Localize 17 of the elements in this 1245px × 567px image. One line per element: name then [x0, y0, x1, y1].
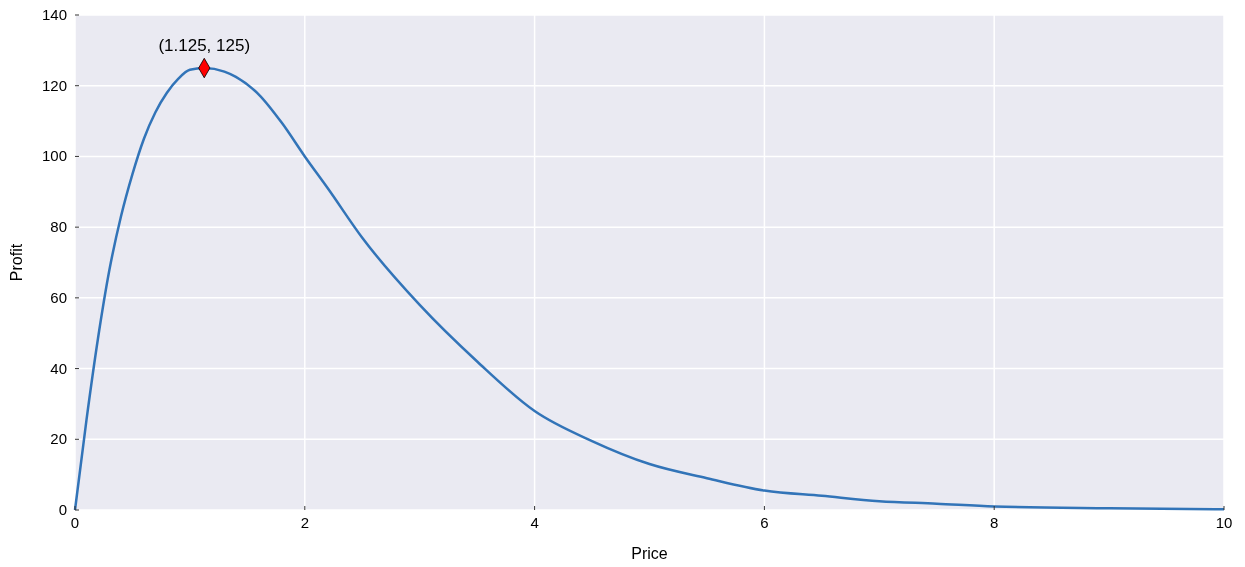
y-tick-label: 60: [50, 288, 67, 306]
y-tick-label: 140: [41, 6, 67, 23]
y-tick-label: 20: [50, 430, 67, 448]
x-tick-label: 4: [530, 514, 539, 531]
x-tick-label: 10: [1215, 514, 1233, 531]
x-tick-label: 6: [760, 514, 769, 531]
y-axis-title: Profit: [8, 243, 25, 282]
x-axis-title: Price: [631, 545, 668, 562]
x-tick-label: 8: [990, 514, 999, 531]
annotation: (1.125, 125): [158, 36, 251, 56]
x-tick-label: 0: [70, 514, 80, 531]
y-tick-label: 40: [50, 359, 67, 377]
x-tick-label: 2: [300, 514, 309, 531]
y-tick-label: 0: [58, 501, 67, 518]
y-tick-label: 120: [41, 76, 67, 94]
y-tick-label: 100: [41, 147, 67, 165]
y-tick-label: 80: [50, 218, 67, 236]
